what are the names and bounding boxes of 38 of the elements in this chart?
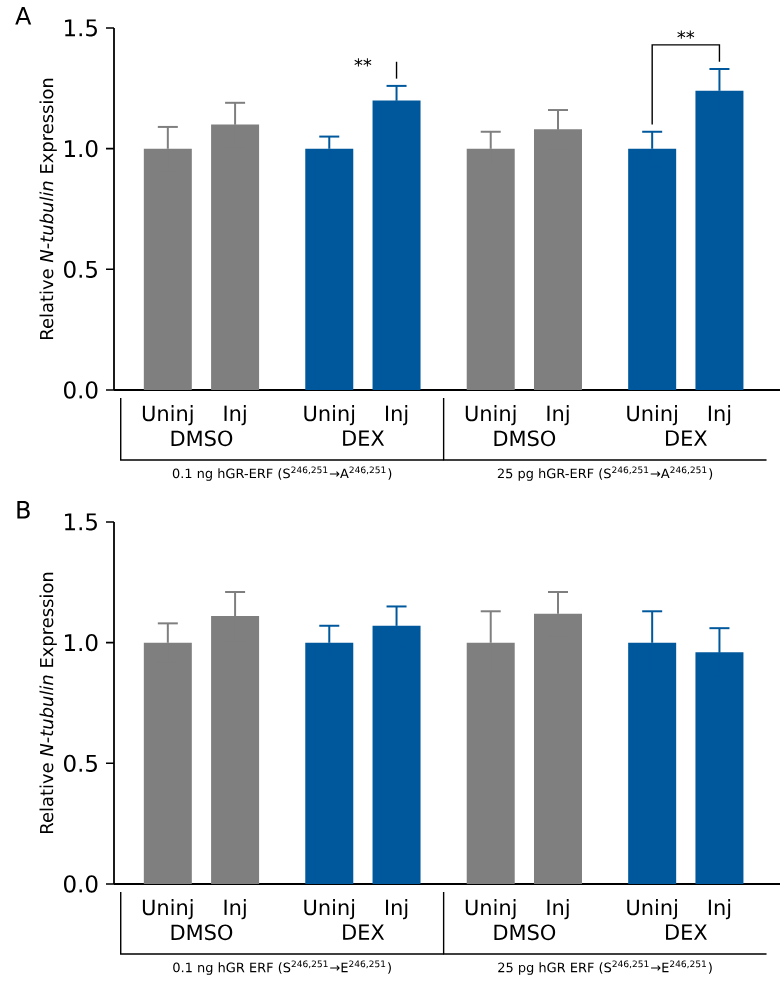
x-tick-label: Inj: [708, 405, 731, 426]
text: DEX: [666, 430, 707, 446]
x-tick-label: Inj: [385, 899, 408, 920]
x-tick-label: Uninj: [304, 405, 355, 426]
y-tick-label: 0.5: [64, 754, 97, 772]
text: DEX: [343, 924, 385, 940]
x-tick-label: Inj: [547, 899, 569, 920]
x-tick-label: Uninj: [142, 405, 193, 426]
x-tick-label: Uninj: [627, 899, 677, 920]
y-tick-label: 0.0: [64, 875, 98, 893]
text: DEX: [666, 924, 707, 940]
y-tick-label: 1.0: [65, 634, 98, 652]
y-tick-label: 1.5: [65, 19, 97, 37]
y-tick-label: 1.0: [65, 139, 98, 158]
x-tick-label: Uninj: [627, 405, 677, 426]
chart-title: A: [15, 7, 32, 25]
x-tick-label: Uninj: [304, 899, 355, 920]
annotation: **: [677, 30, 695, 39]
y-axis-title: Relative N-tubulin Expression: [39, 572, 57, 833]
y-axis-title: Relative N-tubulin Expression: [39, 78, 57, 339]
text: DMSO: [494, 430, 556, 447]
x-tick-label: Uninj: [465, 899, 516, 920]
text: DMSO: [171, 430, 233, 447]
x-tick-label: Inj: [385, 405, 408, 426]
text: DEX: [343, 430, 385, 446]
text: DMSO: [494, 924, 556, 941]
chart-title: B: [17, 501, 30, 519]
text: DMSO: [171, 924, 233, 941]
x-tick-label: Uninj: [465, 405, 516, 426]
x-tick-label: Uninj: [142, 899, 193, 920]
x-tick-label: Inj: [224, 405, 246, 426]
x-tick-label: Inj: [224, 899, 246, 920]
x-tick-label: Inj: [547, 405, 569, 426]
y-tick-label: 1.5: [65, 513, 97, 531]
x-tick-label: Inj: [708, 899, 731, 920]
y-tick-label: 0.0: [64, 381, 98, 399]
annotation: **: [354, 58, 372, 67]
y-tick-label: 0.5: [64, 260, 97, 278]
